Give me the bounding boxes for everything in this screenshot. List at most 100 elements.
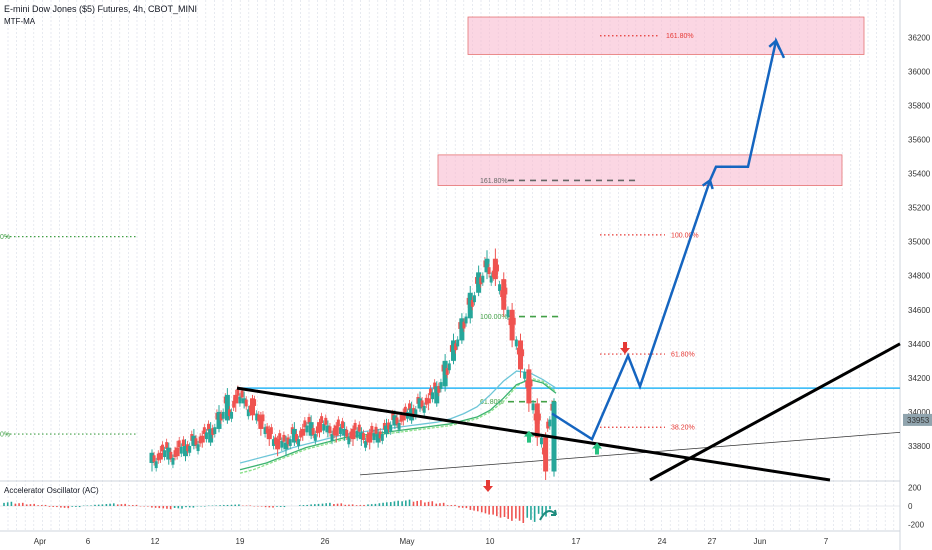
candle-body (523, 371, 527, 379)
candle-body (255, 413, 259, 421)
candle-body (364, 440, 368, 448)
candle-body (367, 432, 373, 443)
candle-body (422, 405, 426, 413)
fib-level-label: 100.00% (480, 314, 508, 321)
candle-body (472, 295, 476, 303)
candle-body (447, 363, 451, 371)
projection-path (551, 37, 786, 441)
candle-body (389, 424, 393, 432)
candle-body (294, 434, 298, 441)
candle-body (380, 434, 384, 441)
annotation-layer-back: 161.80% 161.80% 100.00% 100.00% 61.80% 61.80%… (0, 16, 901, 476)
candle-body (328, 426, 332, 434)
candle-body (241, 398, 247, 404)
time-tick-label: 7 (824, 537, 829, 546)
oscillator-tick-label: 0 (908, 502, 913, 511)
price-tick-label: 34000 (908, 408, 931, 417)
candle-body (177, 440, 181, 448)
time-axis: Apr 6 12 19 26 May 10 17 24 27 Jun 7 (34, 537, 829, 546)
candle-body (479, 277, 483, 285)
candle-body (258, 415, 264, 429)
candle-body (374, 426, 378, 434)
price-tick-label: 36000 (908, 67, 931, 76)
candle-body (548, 419, 552, 427)
candle-body (266, 428, 272, 440)
candle-body (342, 428, 348, 436)
candle-body (208, 428, 214, 443)
candle-body (546, 421, 550, 429)
candle-body (521, 349, 525, 357)
candle-body (350, 428, 356, 440)
candle-body (347, 437, 351, 445)
ascending-trendline (649, 342, 901, 482)
candle-body (179, 446, 183, 454)
time-tick-label: 24 (658, 537, 667, 546)
oscillator-tick-label: 200 (908, 484, 922, 493)
candle-body (224, 394, 230, 421)
candle-body (345, 429, 349, 437)
projection-arrowhead (701, 178, 714, 190)
candle-body (307, 417, 311, 424)
candles (149, 248, 557, 480)
candle-body (246, 409, 250, 417)
price-tick-label: 35200 (908, 204, 931, 213)
candle-body (280, 440, 284, 448)
candle-body (227, 409, 231, 417)
candle-body (514, 339, 518, 347)
candle-body (543, 437, 549, 472)
candle-body (230, 411, 234, 419)
candle-body (303, 420, 307, 428)
candle-body (355, 430, 359, 438)
candle-body (325, 425, 331, 433)
candle-body (425, 398, 431, 404)
fib-level-label: 38.20% (671, 425, 695, 432)
candle-body (330, 434, 334, 441)
annotation-layer-front (236, 37, 901, 492)
candle-body (250, 398, 255, 416)
candle-body (286, 437, 290, 445)
price-tick-label: 35600 (908, 136, 931, 145)
candle-body (291, 428, 297, 443)
oscillator-pane (0, 499, 900, 523)
candle-body (495, 264, 499, 272)
moving-average-line (239, 377, 557, 474)
candle-body (204, 432, 208, 440)
main-indicator-label: MTF-MA (4, 17, 36, 26)
candle-body (308, 422, 314, 436)
time-tick-label: Jun (754, 537, 767, 546)
candle-body (487, 267, 491, 275)
candle-body (464, 316, 468, 324)
price-tick-label: 34400 (908, 340, 931, 349)
candle-body (506, 309, 510, 317)
candle-body (202, 427, 206, 435)
moving-average-line (239, 378, 557, 471)
candle-body (174, 447, 180, 457)
candle-body (207, 423, 211, 431)
candle-body (196, 444, 200, 452)
candle-body (456, 339, 460, 347)
candle-body (313, 434, 317, 441)
candle-body (191, 435, 197, 446)
candle-body (454, 343, 458, 351)
candle-body (451, 340, 456, 361)
last-price-badge (903, 413, 932, 426)
time-tick-label: 19 (236, 537, 245, 546)
candle-body (152, 455, 156, 463)
fib-level-label: 100.00% (671, 232, 699, 239)
candle-body (154, 461, 158, 469)
candle-body (271, 439, 275, 446)
candle-body (171, 457, 175, 465)
candle-body (263, 427, 267, 435)
fib-level-label: 161.80% (666, 33, 694, 40)
candle-body (194, 438, 198, 446)
candle-body (512, 317, 516, 325)
candle-body (169, 451, 173, 459)
candle-body (353, 422, 357, 430)
candle-body (400, 415, 406, 421)
candle-body (529, 379, 533, 387)
price-tick-label: 34200 (908, 374, 931, 383)
candle-body (336, 419, 340, 427)
candle-body (439, 382, 443, 389)
price-tick-label: 35000 (908, 238, 931, 247)
candle-body (358, 432, 364, 440)
